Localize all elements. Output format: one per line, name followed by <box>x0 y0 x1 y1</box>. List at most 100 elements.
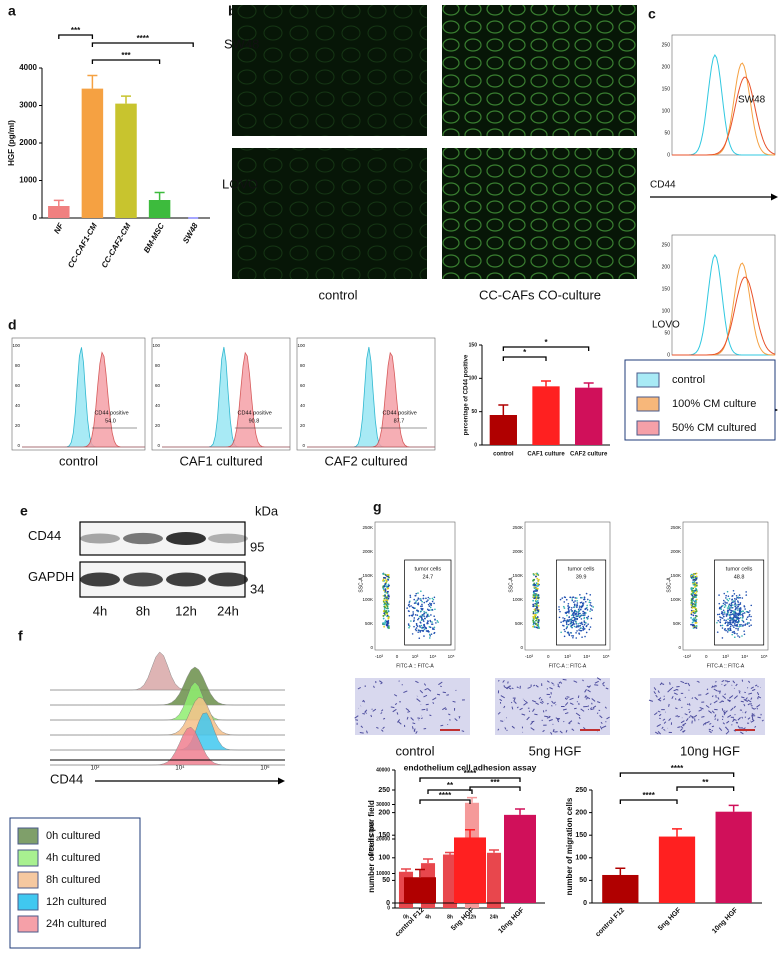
scatter-dot <box>417 617 420 620</box>
scatter-dot <box>727 621 730 624</box>
scatter-dot <box>578 632 580 635</box>
blot-band <box>208 533 248 544</box>
scatter-dot <box>409 594 412 597</box>
scatter-dot <box>731 610 733 612</box>
y-tick-label: 40 <box>15 403 21 408</box>
y-tick-label: 150 <box>662 286 671 292</box>
scatter-dot <box>575 632 577 634</box>
scatter-dot <box>426 600 428 603</box>
y-tick-label: 200 <box>662 64 671 70</box>
scatter-dot <box>721 637 724 639</box>
scatter-dot <box>433 615 435 618</box>
y-tick-label: 100 <box>662 108 671 114</box>
significance-bracket <box>419 777 521 782</box>
scatter-dot <box>558 608 560 611</box>
scatter-dot <box>416 614 419 616</box>
scatter-dot <box>726 607 729 609</box>
y-tick-label: 100K <box>512 597 523 602</box>
x-tick-label: 12h <box>468 914 477 920</box>
scatter-dot <box>422 597 425 600</box>
scatter-dot <box>387 617 390 620</box>
y-tick-label: 60 <box>300 383 306 388</box>
scatter-dot <box>533 617 536 620</box>
y-tick-label: 0 <box>583 900 587 907</box>
scatter-dot <box>417 603 420 606</box>
scatter-dot <box>537 574 540 576</box>
blot-band <box>80 572 120 587</box>
scatter-dot <box>430 633 433 635</box>
significance-bracket <box>676 786 735 791</box>
scatter-dot <box>383 608 386 610</box>
scatter-dot <box>533 608 536 611</box>
scatter-dot <box>578 609 581 612</box>
scatter-dot <box>743 605 746 607</box>
bar <box>115 103 137 218</box>
scatter-dot <box>423 612 426 615</box>
legend-swatch <box>636 420 660 436</box>
scatter-dot <box>535 626 538 629</box>
significance-label: **** <box>464 769 477 778</box>
scatter-dot <box>585 592 588 595</box>
scatter-dot <box>537 623 540 626</box>
scatter-dot <box>695 572 698 575</box>
gate-value: 90.8 <box>249 418 260 424</box>
condition-label: 5ng HGF <box>529 743 582 758</box>
scatter-dot <box>422 614 424 616</box>
scatter-dot <box>583 596 586 598</box>
legend-swatch <box>17 827 39 845</box>
error-bar <box>498 404 509 415</box>
scatter-dot <box>736 625 739 627</box>
y-tick-label: 250 <box>662 42 671 48</box>
scatter-dot <box>532 596 535 598</box>
scatter-dot <box>410 620 412 622</box>
scatter-dot <box>734 624 736 627</box>
error-bar <box>515 808 525 815</box>
scatter-dot <box>384 573 387 576</box>
error-bar <box>467 796 477 803</box>
gate <box>404 559 452 646</box>
scatter-dot <box>535 600 538 603</box>
scatter-dot <box>695 587 697 590</box>
scatter-dot <box>576 600 578 602</box>
scatter-dot <box>579 612 581 615</box>
scatter-dot <box>729 625 732 628</box>
scatter-dot <box>568 619 570 621</box>
bar <box>404 877 436 903</box>
y-tick-label: 0 <box>33 213 38 222</box>
scatter-dot <box>537 621 540 624</box>
scatter-dot <box>578 606 581 609</box>
scatter-dot <box>428 633 431 636</box>
scatter-dot <box>741 635 743 637</box>
bar <box>81 88 104 218</box>
blot-band <box>123 572 163 587</box>
scatter-dot <box>537 626 540 629</box>
y-tick-label: 10000 <box>376 871 390 877</box>
scatter-dot <box>418 637 421 640</box>
scatter-dot <box>535 596 538 598</box>
scatter-dot <box>735 594 738 597</box>
scatter-dot <box>576 618 578 621</box>
scatter-dot <box>559 598 562 601</box>
scatter-dot <box>432 628 434 630</box>
scatter-dot <box>726 602 728 604</box>
lane-label: 24h <box>217 603 239 618</box>
scatter-dot <box>586 616 588 619</box>
scatter-dot <box>590 605 593 607</box>
scatter-dot <box>723 592 726 595</box>
scatter-dot <box>388 595 390 598</box>
scatter-dot <box>422 619 424 621</box>
scatter-dot <box>383 605 386 608</box>
legend-label: 50% CM cultured <box>672 422 756 434</box>
scatter-dot <box>562 605 565 608</box>
scatter-dot <box>571 610 573 612</box>
scatter-dot <box>743 633 746 636</box>
scatter-dot <box>563 596 566 598</box>
scatter-dot <box>427 620 429 623</box>
scatter-dot <box>423 635 425 637</box>
scatter-dot <box>434 608 436 611</box>
error-bar <box>728 804 739 812</box>
scatter-dot <box>580 608 582 611</box>
scatter-dot <box>422 630 424 633</box>
scatter-dot <box>422 620 425 622</box>
scatter-dot <box>695 584 698 587</box>
